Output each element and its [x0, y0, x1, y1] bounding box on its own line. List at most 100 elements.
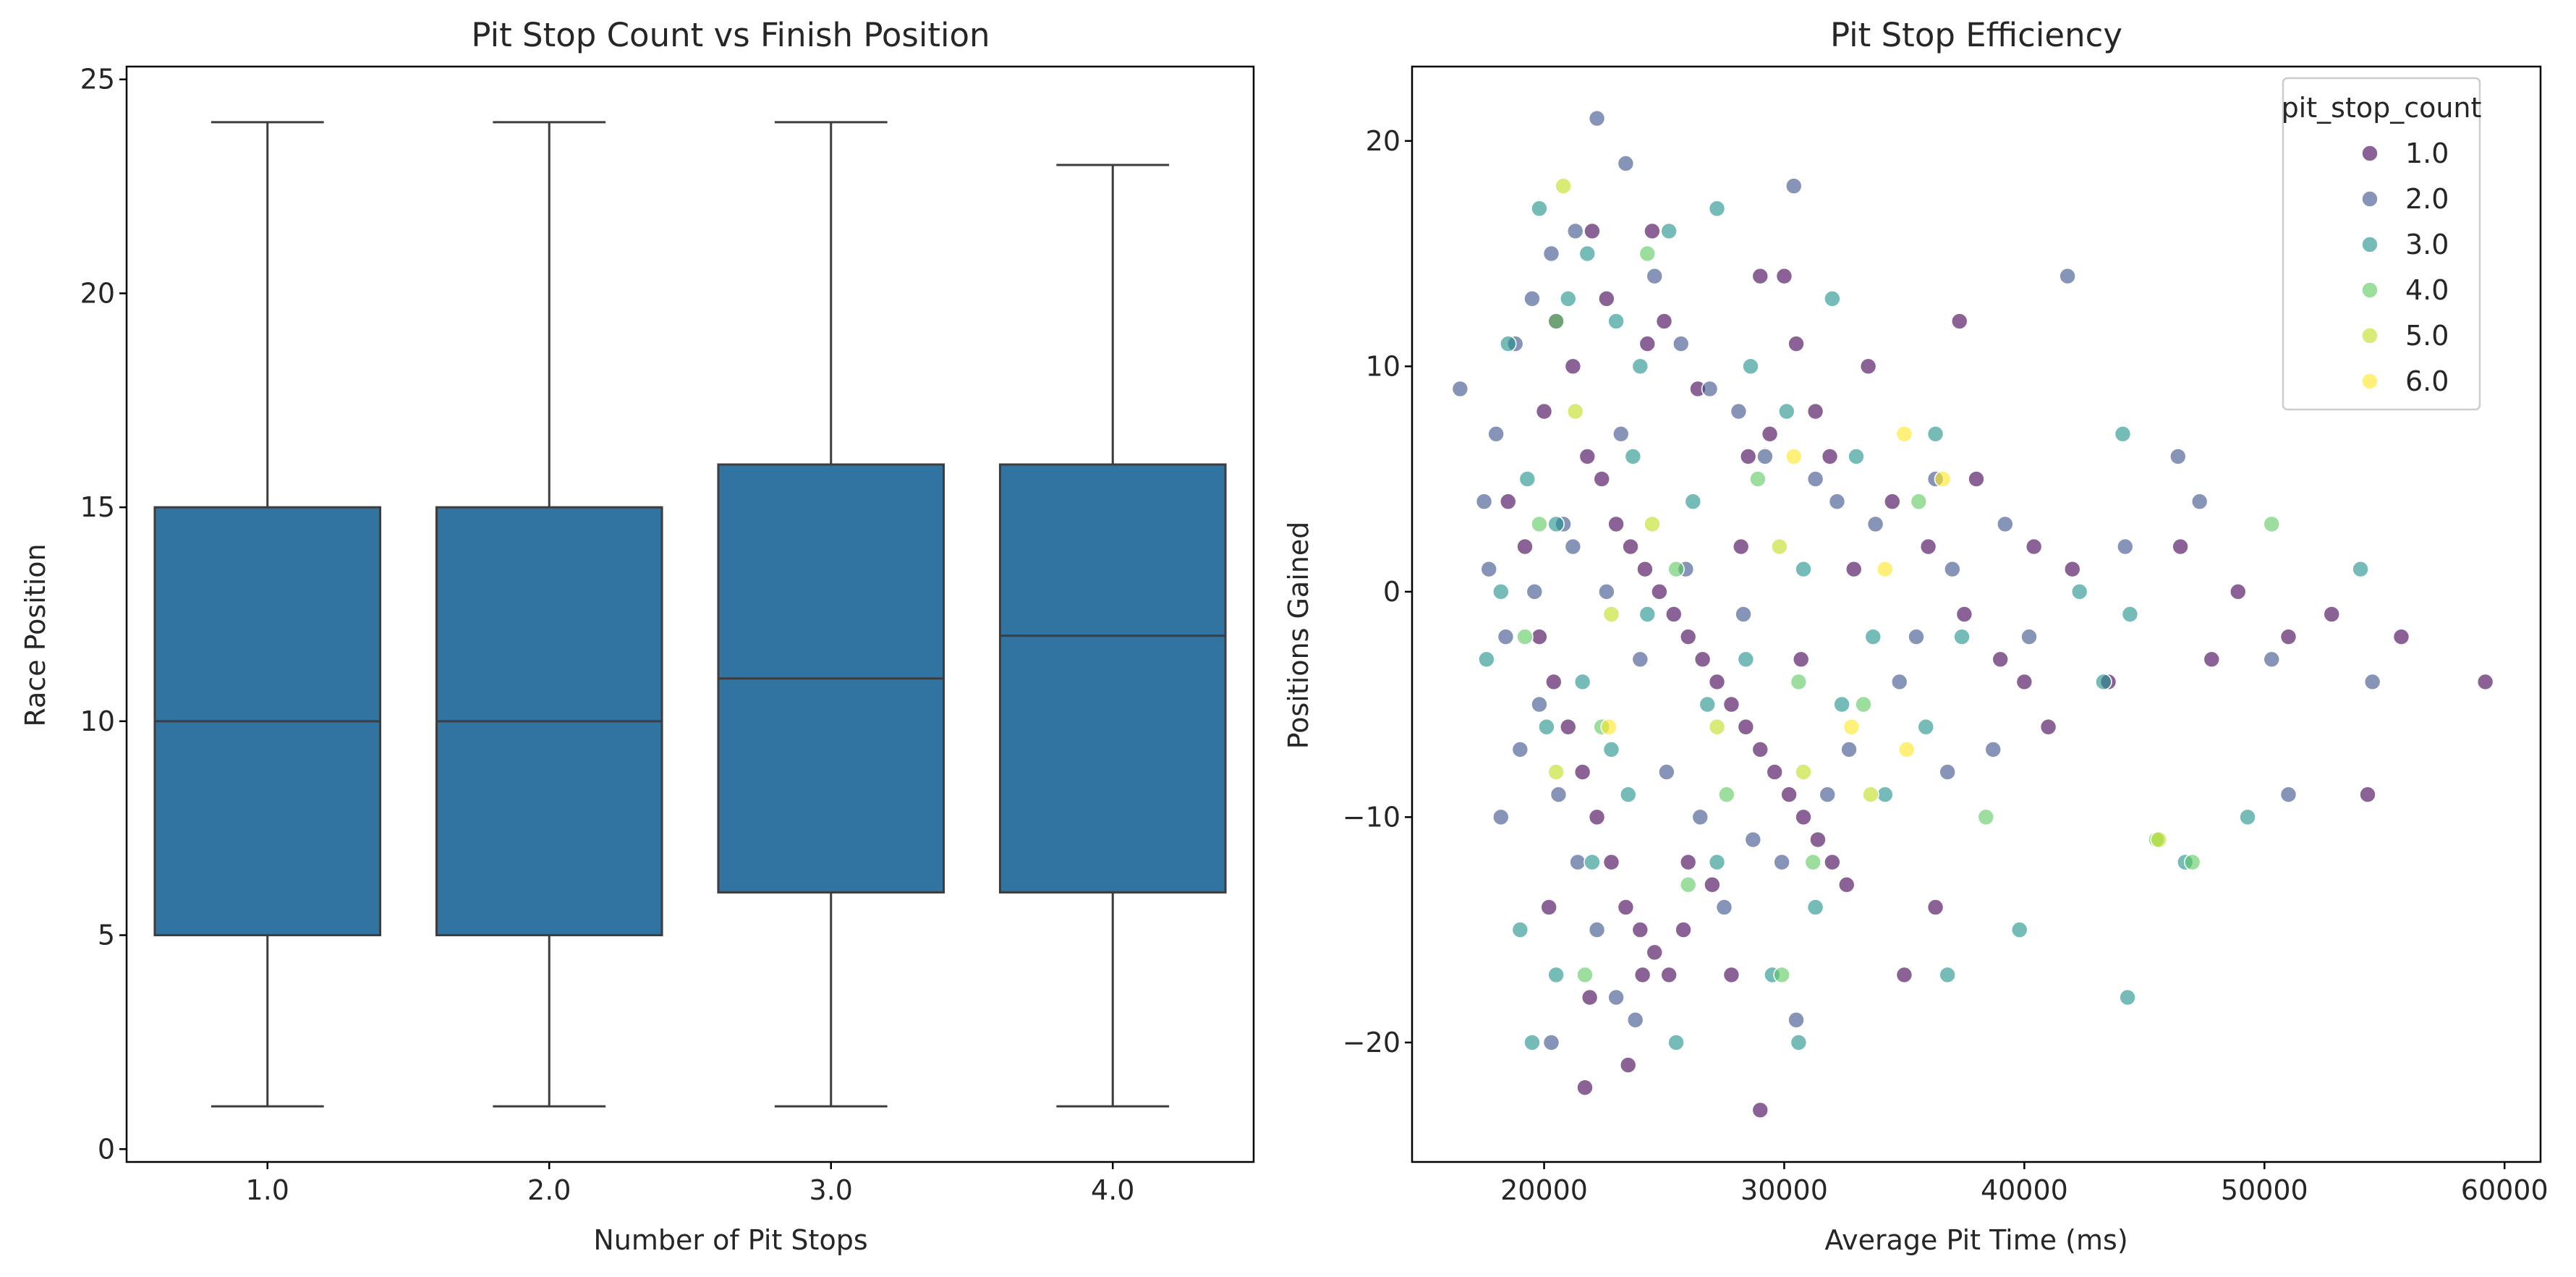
scatter-point: [1718, 786, 1735, 804]
scatter-point: [1840, 741, 1858, 758]
scatter-point: [1638, 335, 1657, 352]
scatter-plot-x-axis-label: Average Pit Time (ms): [1824, 1224, 2127, 1256]
box-plot-title: Pit Stop Count vs Finish Position: [471, 16, 990, 54]
box-plot-ticks: 0 5 10 15 20 25 1.0 2.0 3.0 4.0: [80, 64, 1135, 1206]
scatter-point: [1602, 606, 1620, 623]
y-tick-label: 10: [1366, 350, 1400, 382]
y-tick-label: 20: [80, 277, 115, 309]
legend-label: 1.0: [2405, 137, 2449, 169]
scatter-point: [1908, 628, 1925, 645]
scatter-point: [2352, 560, 2369, 578]
scatter-point: [2279, 786, 2297, 804]
scatter-point: [1955, 606, 1973, 623]
scatter-legend: pit_stop_count 1.0 2.0 3.0 4.0 5.0 6.0: [2282, 77, 2482, 411]
scatter-point: [1538, 718, 1555, 736]
scatter-point: [1584, 853, 1601, 871]
scatter-point: [1660, 222, 1678, 240]
scatter-point: [1624, 448, 1642, 465]
scatter-point: [1824, 290, 1841, 307]
y-tick-label: 5: [98, 920, 115, 951]
scatter-point: [1804, 853, 1822, 871]
scatter-point: [1795, 808, 1812, 826]
scatter-point: [1737, 718, 1755, 736]
scatter-point: [1617, 899, 1635, 916]
scatter-point: [1708, 200, 1726, 218]
scatter-point: [1919, 538, 1937, 556]
scatter-point: [2020, 628, 2038, 645]
scatter-point: [1777, 402, 1795, 420]
scatter-point: [1675, 921, 1692, 938]
legend-marker-3.0: [2361, 236, 2379, 253]
scatter-point: [1607, 988, 1625, 1006]
scatter-point: [1806, 402, 1824, 420]
scatter-point: [1761, 425, 1779, 443]
y-tick-label: 20: [1366, 125, 1400, 157]
series-3.0: [1478, 200, 2369, 1051]
scatter-point: [1631, 921, 1649, 938]
scatter-point: [2229, 583, 2247, 601]
y-tick-label: 0: [1383, 576, 1400, 608]
scatter-point: [2059, 267, 2076, 285]
y-tick-label: 10: [80, 705, 115, 737]
scatter-point: [1708, 673, 1726, 691]
scatter-point: [1511, 741, 1529, 758]
scatter-point: [1573, 763, 1591, 781]
scatter-point: [1792, 650, 1810, 669]
box-plot-y-axis-label: Race Position: [20, 543, 51, 726]
x-tick-label: 1.0: [246, 1174, 289, 1206]
scatter-point: [1722, 966, 1740, 984]
box-plot-frame: [125, 65, 1255, 1163]
legend-box: [2282, 77, 2481, 411]
scatter-point: [1588, 808, 1606, 826]
scatter-point: [1667, 1034, 1685, 1051]
x-tick-label: 50000: [2221, 1174, 2308, 1206]
scatter-point: [1531, 628, 1548, 645]
scatter-point: [1866, 515, 1884, 533]
scatter-point: [1997, 515, 2014, 533]
scatter-point: [2070, 583, 2088, 601]
scatter-point: [1651, 583, 1668, 601]
scatter-point: [1833, 695, 1850, 713]
scatter-point: [1655, 313, 1673, 330]
scatter-point: [1679, 876, 1697, 894]
scatter-point: [1701, 380, 1719, 398]
scatter-point: [1631, 650, 1649, 669]
series-4.0: [1516, 245, 2281, 984]
scatter-point: [1939, 763, 1956, 781]
scatter-point: [1766, 763, 1783, 781]
scatter-point: [1593, 470, 1611, 488]
legend-label: 3.0: [2405, 229, 2449, 260]
x-tick-label: 60000: [2461, 1174, 2549, 1206]
y-tick-label: −10: [1343, 801, 1400, 833]
scatter-point: [1884, 493, 1901, 511]
scatter-point: [2025, 538, 2043, 556]
scatter-point: [1934, 470, 1952, 488]
x-tick-label: 2.0: [527, 1174, 571, 1206]
scatter-point: [2039, 718, 2057, 736]
scatter-point: [2010, 921, 2028, 938]
scatter-point: [1531, 695, 1548, 713]
scatter-point: [2150, 831, 2168, 849]
scatter-point: [1600, 718, 1618, 736]
scatter-point: [1862, 786, 1879, 804]
scatter-point: [1535, 402, 1553, 420]
scatter-point: [1691, 808, 1709, 826]
scatter-point: [1617, 155, 1635, 172]
scatter-point: [1968, 470, 1985, 488]
scatter-point: [1737, 650, 1755, 669]
scatter-point: [1598, 290, 1615, 307]
scatter-point: [1555, 177, 1572, 195]
scatter-point: [1578, 448, 1597, 465]
box-4.0: [998, 463, 1227, 894]
legend-title: pit_stop_count: [2282, 92, 2482, 124]
scatter-point: [2323, 606, 2341, 623]
scatter-point: [1480, 560, 1498, 578]
scatter-point: [2392, 628, 2410, 645]
scatter-point: [1939, 966, 1956, 984]
scatter-point: [1704, 876, 1721, 894]
scatter-point: [1644, 515, 1661, 533]
scatter-point: [1775, 267, 1793, 285]
scatter-point: [1644, 222, 1661, 240]
scatter-point: [1742, 357, 1759, 376]
